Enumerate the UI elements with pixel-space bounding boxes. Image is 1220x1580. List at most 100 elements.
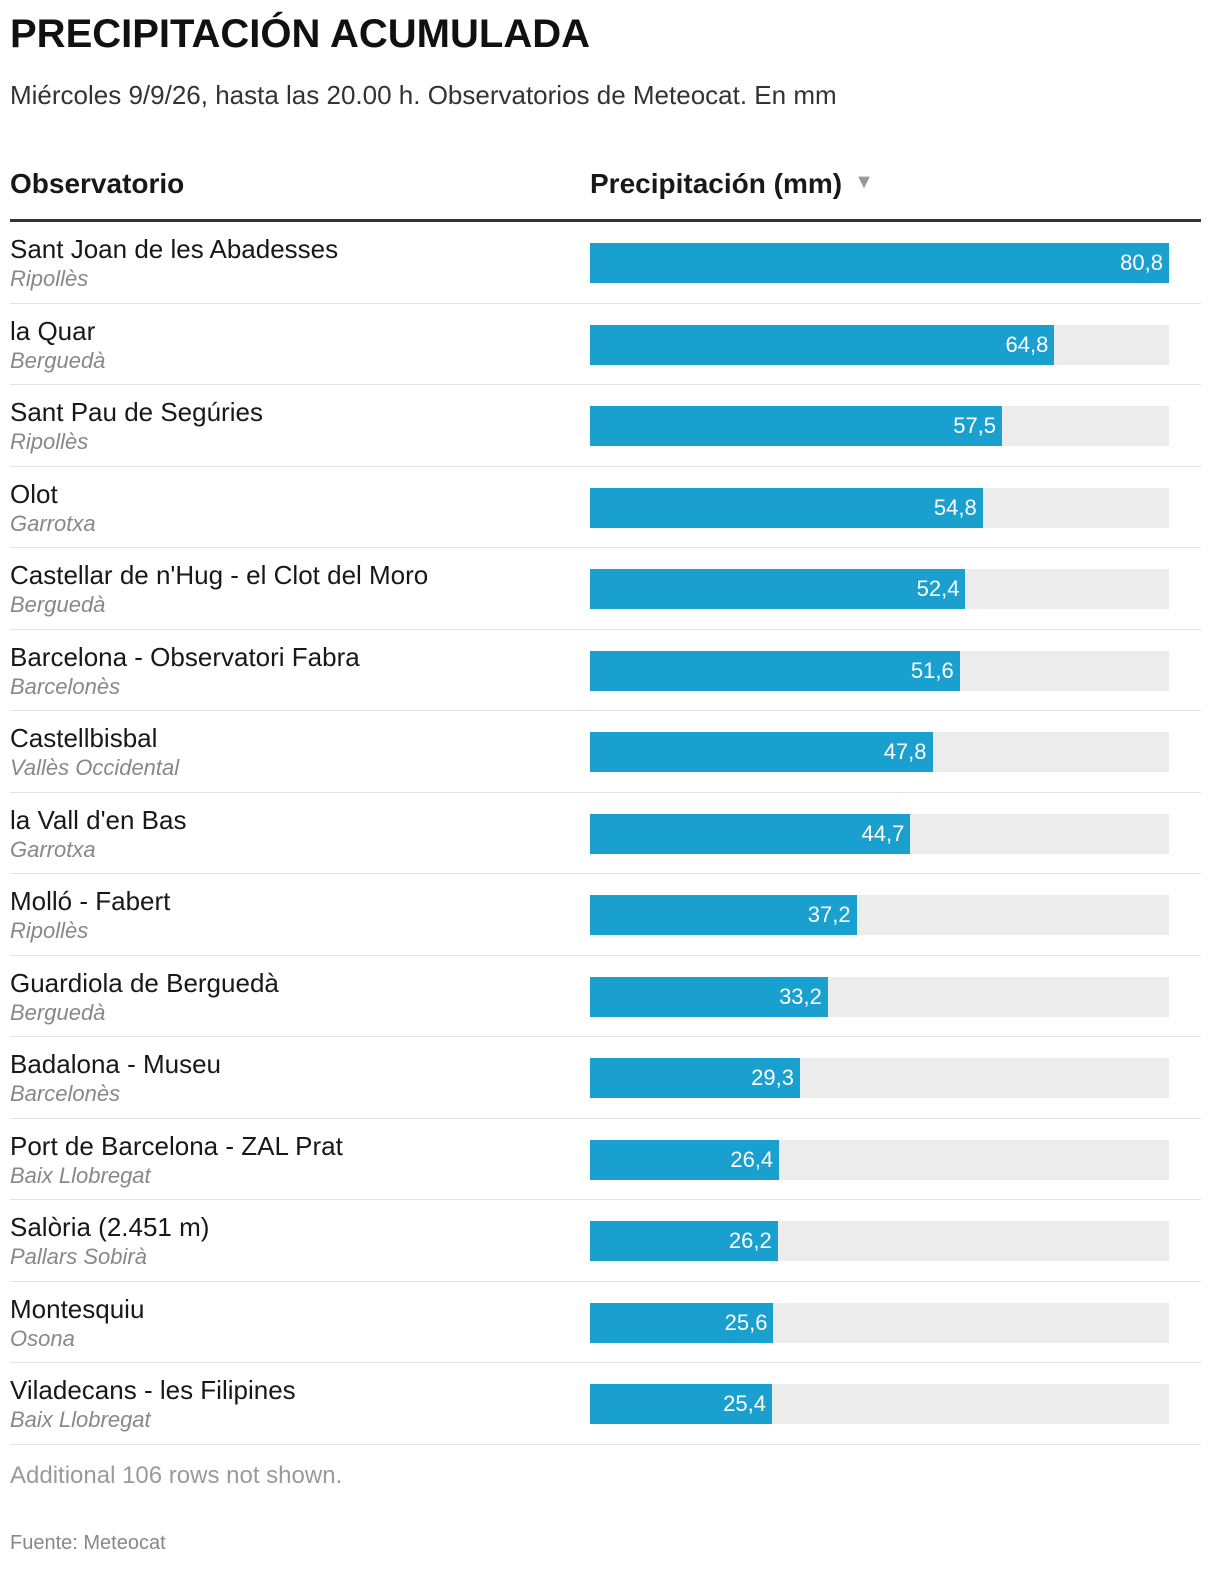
bar-value-label: 80,8: [1120, 250, 1163, 275]
observatorio-region: Barcelonès: [10, 673, 121, 699]
table-row: Castellbisbal Vallès Occidental 47,8: [10, 711, 1201, 793]
bar: 33,2: [590, 976, 828, 1017]
bar: 47,8: [590, 732, 933, 772]
bar-track: 44,7: [590, 813, 1169, 854]
bar: 26,4: [590, 1139, 780, 1180]
observatorio-name: Salòria (2.451 m): [10, 1212, 210, 1242]
bar: 54,8: [590, 487, 983, 528]
bar-value-label: 25,4: [723, 1391, 766, 1416]
observatorio-region: Ripollès: [10, 429, 89, 454]
table-row: Castellar de n'Hug - el Clot del Moro Ber…: [10, 548, 1201, 630]
table-row: Barcelona - Observatori Fabra Barcelonès 5…: [10, 630, 1201, 711]
bar: 51,6: [590, 650, 960, 691]
bar-track: 26,4: [590, 1139, 1169, 1180]
table-row: la Quar Berguedà 64,8: [10, 304, 1201, 385]
bar-track: 57,5: [590, 406, 1169, 446]
table-row: Port de Barcelona - ZAL Prat Baix Llobreg…: [10, 1119, 1201, 1200]
observatorio-region: Pallars Sobirà: [10, 1244, 147, 1269]
observatorio-name: Barcelona - Observatori Fabra: [10, 641, 360, 672]
page-subtitle: Miércoles 9/9/26, hasta las 20.00 h. Obs…: [10, 80, 837, 110]
observatorio-region: Osona: [10, 1325, 75, 1351]
observatorio-region: Berguedà: [10, 592, 106, 617]
bar: 80,8: [590, 243, 1169, 283]
table-row: Olot Garrotxa 54,8: [10, 467, 1201, 548]
header-divider: [10, 219, 1201, 222]
bar-track: 25,4: [590, 1384, 1169, 1424]
table-row: la Vall d'en Bas Garrotxa 44,7: [10, 793, 1201, 874]
observatorio-name: Sant Pau de Segúries: [10, 397, 263, 427]
observatorio-name: Sant Joan de les Abadesses: [10, 234, 339, 264]
column-header-precipitacion[interactable]: Precipitación (mm) ▼: [590, 168, 874, 200]
bar-value-label: 29,3: [751, 1065, 794, 1090]
observatorio-name: Port de Barcelona - ZAL Prat: [10, 1130, 343, 1161]
bar: 44,7: [590, 813, 911, 854]
bar-track: 26,2: [590, 1221, 1169, 1261]
observatorio-region: Berguedà: [10, 347, 106, 373]
bar-track: 64,8: [590, 324, 1169, 365]
observatorio-name: Olot: [10, 478, 58, 509]
observatorio-name: Guardiola de Berguedà: [10, 967, 279, 998]
bar: 57,5: [590, 406, 1003, 446]
observatorio-name: Molló - Fabert: [10, 886, 171, 916]
table-row: Montesquiu Osona 25,6: [10, 1282, 1201, 1363]
bar-value-label: 52,4: [916, 576, 960, 601]
bar-value-label: 54,8: [933, 494, 977, 520]
observatorio-region: Garrotxa: [10, 836, 96, 862]
source-note: Fuente: Meteocat: [10, 1532, 166, 1554]
column-header-observatorio-label: Observatorio: [10, 168, 185, 199]
bar-value-label: 44,7: [861, 820, 905, 846]
observatorio-name: Castellbisbal: [10, 723, 158, 753]
column-header-observatorio[interactable]: Observatorio: [10, 168, 184, 200]
bar-track: 52,4: [590, 569, 1169, 609]
bar: 64,8: [590, 324, 1055, 365]
bar-track: 37,2: [590, 895, 1169, 935]
table-row: Molló - Fabert Ripollès 37,2: [10, 874, 1201, 956]
observatorio-region: Baix Llobregat: [10, 1407, 151, 1432]
bar: 26,2: [590, 1221, 778, 1261]
observatorio-name: Badalona - Museu: [10, 1049, 222, 1079]
bar-track: 29,3: [590, 1058, 1169, 1098]
bar: 29,3: [590, 1058, 800, 1098]
observatorio-region: Ripollès: [10, 918, 89, 943]
table-row: Salòria (2.451 m) Pallars Sobirà 26,2: [10, 1200, 1201, 1282]
bar-value-label: 37,2: [807, 902, 851, 927]
observatorio-region: Berguedà: [10, 999, 106, 1025]
bar-value-label: 57,5: [953, 413, 997, 438]
bar: 52,4: [590, 569, 966, 609]
bar-value-label: 64,8: [1005, 331, 1049, 357]
sort-descending-icon[interactable]: ▼: [854, 171, 874, 194]
bar: 25,4: [590, 1384, 772, 1424]
observatorio-name: la Quar: [10, 315, 96, 346]
bar-track: 80,8: [590, 243, 1169, 283]
column-header-precipitacion-label: Precipitación (mm): [590, 168, 843, 199]
bar: 25,6: [590, 1302, 774, 1343]
bar-track: 54,8: [590, 487, 1169, 528]
table-row: Guardiola de Berguedà Berguedà 33,2: [10, 956, 1201, 1037]
observatorio-region: Garrotxa: [10, 510, 96, 536]
observatorio-name: Viladecans - les Filipines: [10, 1375, 296, 1405]
bar-value-label: 25,6: [724, 1309, 768, 1335]
observatorio-name: la Vall d'en Bas: [10, 804, 187, 835]
bar: 37,2: [590, 895, 857, 935]
observatorio-region: Barcelonès: [10, 1081, 121, 1106]
observatorio-region: Baix Llobregat: [10, 1162, 151, 1188]
rows-not-shown-note: Additional 106 rows not shown.: [10, 1462, 343, 1489]
bar-track: 33,2: [590, 976, 1169, 1017]
bar-track: 51,6: [590, 650, 1169, 691]
bar-value-label: 47,8: [883, 739, 927, 764]
bar-value-label: 26,4: [730, 1146, 774, 1172]
bar-track: 25,6: [590, 1302, 1169, 1343]
table-row: Sant Pau de Segúries Ripollès 57,5: [10, 385, 1201, 467]
bar-value-label: 51,6: [910, 657, 954, 683]
bar-value-label: 26,2: [728, 1228, 772, 1253]
table-row: Sant Joan de les Abadesses Ripollès 80,8: [10, 222, 1201, 304]
bar-value-label: 33,2: [779, 983, 822, 1009]
observatorio-region: Vallès Occidental: [10, 755, 180, 780]
observatorio-name: Montesquiu: [10, 1293, 145, 1324]
bar-track: 47,8: [590, 732, 1169, 772]
page-title: PRECIPITACIÓN ACUMULADA: [10, 12, 590, 56]
table-row: Viladecans - les Filipines Baix Llobregat…: [10, 1363, 1201, 1445]
observatorio-region: Ripollès: [10, 266, 89, 291]
table-row: Badalona - Museu Barcelonès 29,3: [10, 1037, 1201, 1119]
